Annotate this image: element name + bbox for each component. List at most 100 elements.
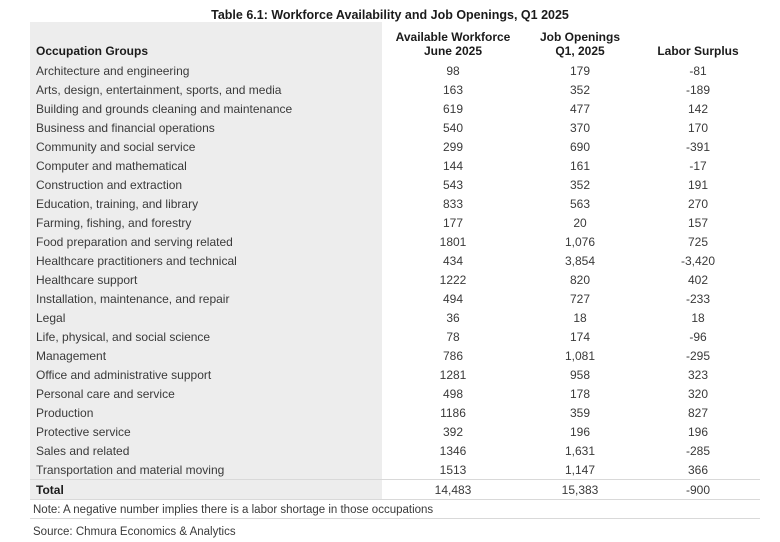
available-workforce-cell: 494 xyxy=(442,291,464,306)
job-openings-cell: 1,631 xyxy=(564,443,596,458)
labor-surplus-cell: 170 xyxy=(687,120,709,135)
available-workforce-cell: 1513 xyxy=(439,462,467,477)
job-openings-cell: 958 xyxy=(569,367,591,382)
labor-surplus-cell: -295 xyxy=(685,348,711,363)
workforce-table: Occupation Groups Available Workforce Ju… xyxy=(30,22,760,500)
labor-surplus-cell: 142 xyxy=(687,101,709,116)
occupation-cell: Community and social service xyxy=(30,137,382,156)
occupation-cell: Farming, fishing, and forestry xyxy=(30,213,382,232)
job-openings-cell: 161 xyxy=(569,158,591,173)
occupation-cell: Food preparation and serving related xyxy=(30,232,382,251)
total-label-cell: Total xyxy=(30,479,382,500)
job-openings-cell: 370 xyxy=(569,120,591,135)
table-row: Education, training, and library 833 563… xyxy=(30,194,760,213)
available-workforce-cell: 434 xyxy=(442,253,464,268)
labor-surplus-cell: 827 xyxy=(687,405,709,420)
total-row: Total 14,483 15,383 -900 xyxy=(30,479,760,500)
occupation-cell: Healthcare practitioners and technical xyxy=(30,251,382,270)
labor-surplus-cell: 366 xyxy=(687,462,709,477)
job-openings-cell: 690 xyxy=(569,139,591,154)
column-header-available-workforce: Available Workforce June 2025 xyxy=(382,22,524,61)
column-header-labor-surplus: Labor Surplus xyxy=(657,44,739,58)
occupation-cell: Education, training, and library xyxy=(30,194,382,213)
table-row: Management 786 1,081 -295 xyxy=(30,346,760,365)
table-row: Business and financial operations 540 37… xyxy=(30,118,760,137)
labor-surplus-cell: -391 xyxy=(685,139,711,154)
labor-surplus-cell: 725 xyxy=(687,234,709,249)
available-workforce-cell: 833 xyxy=(442,196,464,211)
occupation-cell: Legal xyxy=(30,308,382,327)
table-row: Building and grounds cleaning and mainte… xyxy=(30,99,760,118)
job-openings-cell: 820 xyxy=(569,272,591,287)
labor-surplus-cell: -3,420 xyxy=(680,253,716,268)
occupation-cell: Architecture and engineering xyxy=(30,61,382,80)
available-workforce-cell: 144 xyxy=(442,158,464,173)
available-workforce-cell: 163 xyxy=(442,82,464,97)
job-openings-cell: 20 xyxy=(573,215,587,230)
available-workforce-cell: 36 xyxy=(446,310,460,325)
available-workforce-cell: 1281 xyxy=(439,367,467,382)
labor-surplus-cell: 18 xyxy=(691,310,705,325)
occupation-cell: Personal care and service xyxy=(30,384,382,403)
table-row: Architecture and engineering 98 179 -81 xyxy=(30,61,760,80)
table-row: Community and social service 299 690 -39… xyxy=(30,137,760,156)
labor-surplus-cell: -96 xyxy=(689,329,707,344)
available-workforce-cell: 540 xyxy=(442,120,464,135)
available-workforce-cell: 1346 xyxy=(439,443,467,458)
labor-surplus-cell: 270 xyxy=(687,196,709,211)
labor-surplus-cell: 320 xyxy=(687,386,709,401)
available-workforce-cell: 1186 xyxy=(440,405,466,420)
occupation-cell: Installation, maintenance, and repair xyxy=(30,289,382,308)
occupation-cell: Arts, design, entertainment, sports, and… xyxy=(30,80,382,99)
occupation-cell: Business and financial operations xyxy=(30,118,382,137)
available-workforce-cell: 1801 xyxy=(439,234,467,249)
job-openings-cell: 352 xyxy=(569,82,591,97)
occupation-cell: Management xyxy=(30,346,382,365)
labor-surplus-cell: -233 xyxy=(685,291,711,306)
labor-surplus-cell: -81 xyxy=(689,63,707,78)
table-row: Personal care and service 498 178 320 xyxy=(30,384,760,403)
available-workforce-cell: 498 xyxy=(442,386,464,401)
table-row: Computer and mathematical 144 161 -17 xyxy=(30,156,760,175)
occupation-cell: Transportation and material moving xyxy=(30,460,382,480)
table-row: Arts, design, entertainment, sports, and… xyxy=(30,80,760,99)
total-available-workforce-cell: 14,483 xyxy=(382,479,524,500)
available-workforce-cell: 177 xyxy=(442,215,464,230)
table-row: Construction and extraction 543 352 191 xyxy=(30,175,760,194)
labor-surplus-cell: -189 xyxy=(685,82,711,97)
column-header-job-openings: Job Openings Q1, 2025 xyxy=(524,22,636,61)
total-job-openings-cell: 15,383 xyxy=(524,479,636,500)
occupation-cell: Building and grounds cleaning and mainte… xyxy=(30,99,382,118)
table-row: Production 1186 359 827 xyxy=(30,403,760,422)
occupation-cell: Protective service xyxy=(30,422,382,441)
available-workforce-cell: 786 xyxy=(442,348,464,363)
source-text: Source: Chmura Economics & Analytics xyxy=(33,526,236,538)
job-openings-cell: 727 xyxy=(569,291,591,306)
available-workforce-cell: 98 xyxy=(446,63,460,78)
available-workforce-cell: 543 xyxy=(442,177,464,192)
available-workforce-cell: 392 xyxy=(442,424,464,439)
job-openings-cell: 359 xyxy=(569,405,591,420)
table-row: Healthcare support 1222 820 402 xyxy=(30,270,760,289)
occupation-cell: Construction and extraction xyxy=(30,175,382,194)
table-row: Healthcare practitioners and technical 4… xyxy=(30,251,760,270)
note-text: Note: A negative number implies there is… xyxy=(30,501,760,519)
table-row: Life, physical, and social science 78 17… xyxy=(30,327,760,346)
available-workforce-cell: 299 xyxy=(442,139,464,154)
total-labor-surplus-cell: -900 xyxy=(636,479,760,500)
table-title: Table 6.1: Workforce Availability and Jo… xyxy=(211,8,569,22)
header-row: Occupation Groups Available Workforce Ju… xyxy=(30,22,760,61)
occupation-cell: Sales and related xyxy=(30,441,382,460)
job-openings-cell: 174 xyxy=(569,329,591,344)
header-line-available-workforce: Available Workforce xyxy=(395,30,511,44)
labor-surplus-cell: 323 xyxy=(687,367,709,382)
header-line-q1-2025: Q1, 2025 xyxy=(555,44,605,58)
job-openings-cell: 477 xyxy=(569,101,591,116)
occupation-cell: Computer and mathematical xyxy=(30,156,382,175)
table-row: Office and administrative support 1281 9… xyxy=(30,365,760,384)
job-openings-cell: 563 xyxy=(569,196,591,211)
job-openings-cell: 3,854 xyxy=(564,253,596,268)
job-openings-cell: 179 xyxy=(569,63,591,78)
occupation-cell: Healthcare support xyxy=(30,270,382,289)
available-workforce-cell: 619 xyxy=(442,101,464,116)
